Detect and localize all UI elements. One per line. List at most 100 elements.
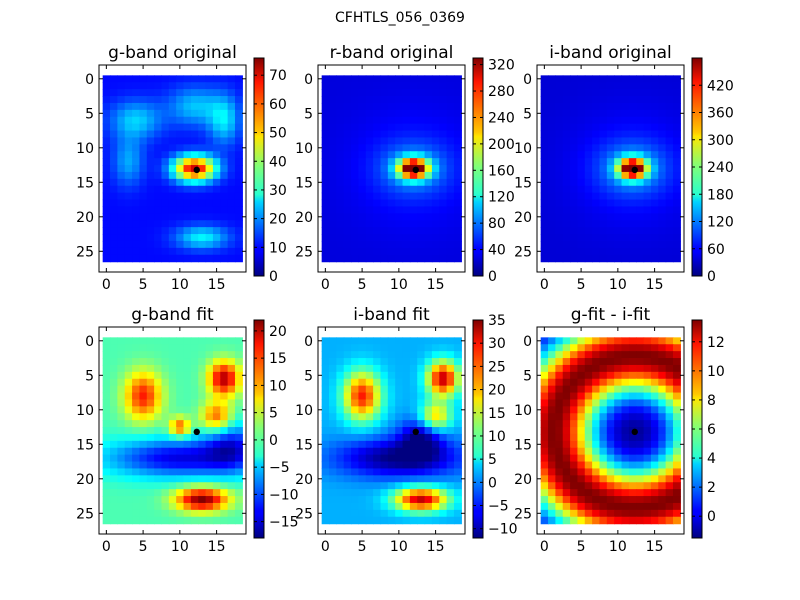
heatmap-cell xyxy=(658,75,667,83)
heatmap-cell xyxy=(205,192,214,201)
heatmap-cell xyxy=(424,475,433,483)
heatmap-cell xyxy=(358,516,367,525)
heatmap-cell xyxy=(117,151,126,159)
heatmap-cell xyxy=(329,378,337,387)
heatmap-cell xyxy=(227,337,236,345)
heatmap-cell xyxy=(176,247,185,256)
heatmap-cell xyxy=(343,358,352,366)
heatmap-cell xyxy=(643,82,652,90)
heatmap-cell xyxy=(117,447,126,456)
heatmap-cell xyxy=(154,509,163,518)
heatmap-cell xyxy=(176,447,185,456)
heatmap-cell xyxy=(139,378,148,387)
heatmap-cell xyxy=(387,406,396,414)
heatmap-cell xyxy=(614,496,623,504)
heatmap-cell xyxy=(599,109,608,118)
heatmap-cell xyxy=(139,502,148,511)
heatmap-cell xyxy=(168,351,177,359)
heatmap-cell xyxy=(220,165,229,173)
heatmap-cell xyxy=(636,461,645,470)
heatmap-cell xyxy=(409,468,418,476)
heatmap-cell xyxy=(117,337,126,345)
heatmap-cell xyxy=(417,475,426,483)
heatmap-cell xyxy=(234,144,243,152)
heatmap-cell xyxy=(599,358,608,366)
heatmap-cell xyxy=(380,454,389,463)
heatmap-cell xyxy=(417,185,426,194)
heatmap-cell xyxy=(146,213,155,221)
heatmap-cell xyxy=(117,420,126,428)
heatmap-cell xyxy=(555,144,564,152)
heatmap-cell xyxy=(636,364,645,373)
heatmap-cell xyxy=(117,227,126,235)
heatmap-cell xyxy=(321,454,330,463)
heatmap-cell xyxy=(650,482,659,490)
heatmap-cell xyxy=(124,378,133,387)
heatmap-cell xyxy=(110,130,118,139)
heatmap-cell xyxy=(168,75,177,83)
heatmap-cell xyxy=(102,89,111,97)
heatmap-cell xyxy=(132,102,141,111)
heatmap-cell xyxy=(446,496,455,504)
heatmap-cell xyxy=(650,116,659,125)
heatmap-cell xyxy=(577,240,586,249)
heatmap-cell xyxy=(636,468,645,476)
heatmap-cell xyxy=(183,461,192,470)
heatmap-cell xyxy=(117,82,126,90)
heatmap-cell xyxy=(234,496,243,504)
heatmap-cell xyxy=(358,240,367,249)
heatmap-cell xyxy=(577,96,586,104)
heatmap-cell xyxy=(220,130,229,139)
heatmap-cell xyxy=(380,509,389,518)
heatmap-cell xyxy=(650,399,659,407)
heatmap-cell xyxy=(431,364,440,373)
heatmap-cell xyxy=(540,509,549,518)
heatmap-cell xyxy=(431,75,440,83)
heatmap-cell xyxy=(628,509,637,518)
heatmap-cell xyxy=(321,192,330,201)
heatmap-cell xyxy=(212,165,221,173)
heatmap-cell xyxy=(117,509,126,518)
heatmap-cell xyxy=(395,420,404,428)
heatmap-cell xyxy=(614,137,623,145)
heatmap-cell xyxy=(110,364,118,373)
heatmap-cell xyxy=(577,337,586,345)
heatmap-cell xyxy=(402,509,411,518)
colorbar-tick-label: 25 xyxy=(488,359,506,375)
heatmap-cell xyxy=(220,482,229,490)
heatmap-cell xyxy=(548,234,556,242)
heatmap-cell xyxy=(212,454,221,463)
heatmap-cell xyxy=(117,206,126,214)
heatmap-cell xyxy=(358,502,367,511)
heatmap-cell xyxy=(548,75,556,83)
heatmap-cell xyxy=(424,247,433,256)
heatmap-cell xyxy=(154,240,163,249)
heatmap-cell xyxy=(146,192,155,201)
heatmap-cell xyxy=(424,185,433,194)
heatmap-cell xyxy=(168,178,177,187)
heatmap-cell xyxy=(110,220,118,228)
heatmap-cell xyxy=(380,130,389,139)
heatmap-cell xyxy=(205,461,214,470)
heatmap-cell xyxy=(183,89,192,97)
heatmap-cell xyxy=(614,227,623,235)
heatmap-cell xyxy=(599,351,608,359)
heatmap-cell xyxy=(183,420,192,428)
heatmap-cell xyxy=(665,489,674,497)
heatmap-cell xyxy=(584,496,593,504)
heatmap-cell xyxy=(161,385,170,394)
heatmap-cell xyxy=(205,454,214,463)
heatmap-cell xyxy=(168,240,177,249)
heatmap-cell xyxy=(183,158,192,166)
heatmap-cell xyxy=(643,351,652,359)
heatmap-cell xyxy=(577,344,586,352)
heatmap-cell xyxy=(606,392,615,401)
heatmap-cell xyxy=(424,109,433,118)
heatmap-cell xyxy=(417,158,426,166)
heatmap-cell xyxy=(409,337,418,345)
heatmap-cell xyxy=(614,385,623,394)
heatmap-cell xyxy=(146,178,155,187)
heatmap-cell xyxy=(577,351,586,359)
heatmap-cell xyxy=(117,199,126,208)
